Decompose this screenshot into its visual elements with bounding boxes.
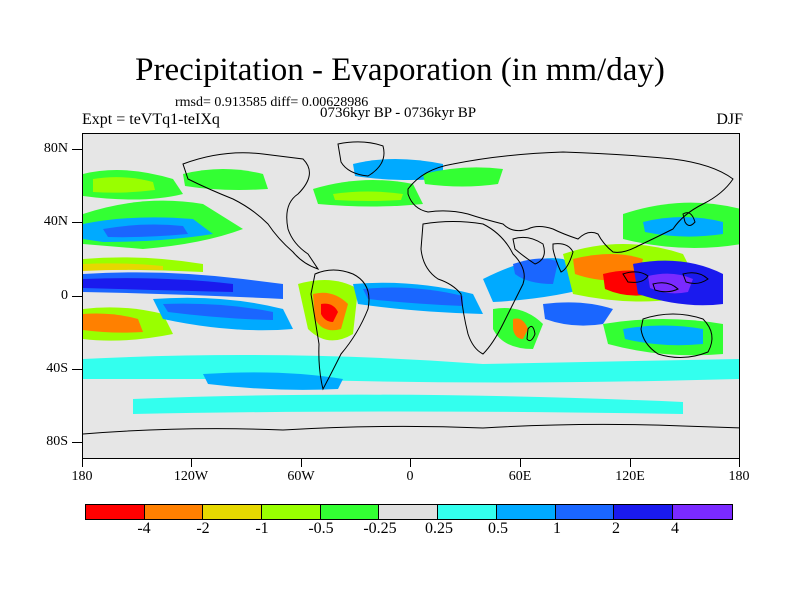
color-bar-label: -2: [196, 520, 210, 537]
color-bar-label: 4: [671, 520, 679, 537]
color-bar-box: [262, 505, 321, 519]
lon-label: 60E: [508, 469, 532, 484]
color-bar-box: [614, 505, 673, 519]
lon-tick: [630, 459, 631, 467]
lat-label: 0: [61, 288, 68, 303]
lat-tick: [72, 149, 82, 150]
map-panel: [82, 133, 740, 459]
lon-tick: [82, 459, 83, 467]
lon-tick: [410, 459, 411, 467]
color-bar-box: [496, 505, 556, 519]
lon-label: 180: [71, 469, 93, 484]
lon-label: 120W: [173, 469, 209, 484]
color-bar-label: -1: [255, 520, 269, 537]
stats-text: rmsd= 0.913585 diff= 0.00628986: [175, 95, 369, 110]
map-svg: [83, 134, 739, 458]
lon-label: 60W: [287, 469, 315, 484]
color-bar-box: [203, 505, 263, 519]
lat-tick: [72, 442, 82, 443]
lon-tick: [191, 459, 192, 467]
lon-label: 120E: [615, 469, 645, 484]
experiment-label: Expt = teVTq1-teIXq: [82, 111, 220, 128]
lat-tick: [72, 222, 82, 223]
lon-tick: [520, 459, 521, 467]
season-label: DJF: [716, 111, 743, 128]
shaded-field: [83, 159, 739, 414]
color-bar-label: 0.25: [425, 520, 453, 537]
color-bar-box: [555, 505, 615, 519]
color-bar-label: -0.5: [308, 520, 334, 537]
lat-tick: [72, 296, 82, 297]
color-bar-label: -0.25: [363, 520, 397, 537]
color-bar-label: 1: [553, 520, 561, 537]
color-bar-box: [144, 505, 204, 519]
lon-label: 180: [728, 469, 750, 484]
color-bar: [85, 504, 733, 520]
lat-label: 80N: [43, 141, 68, 156]
color-bar-label: -4: [137, 520, 151, 537]
color-bar-label: 0.5: [488, 520, 508, 537]
plot-title: Precipitation - Evaporation (in mm/day): [135, 52, 665, 88]
color-bar-label: 2: [612, 520, 620, 537]
lat-tick: [72, 369, 82, 370]
period-text: 0736kyr BP - 0736kyr BP: [320, 105, 477, 121]
color-bar-box: [86, 505, 145, 519]
lon-tick: [301, 459, 302, 467]
coastlines: [83, 141, 739, 435]
lat-label: 40S: [46, 361, 68, 376]
color-bar-box: [379, 505, 439, 519]
lon-tick: [739, 459, 740, 467]
color-bar-box: [672, 505, 732, 519]
lat-label: 80S: [46, 434, 68, 449]
lat-label: 40N: [43, 214, 68, 229]
lon-label: 0: [406, 469, 414, 484]
color-bar-box: [320, 505, 380, 519]
color-bar-box: [438, 505, 497, 519]
